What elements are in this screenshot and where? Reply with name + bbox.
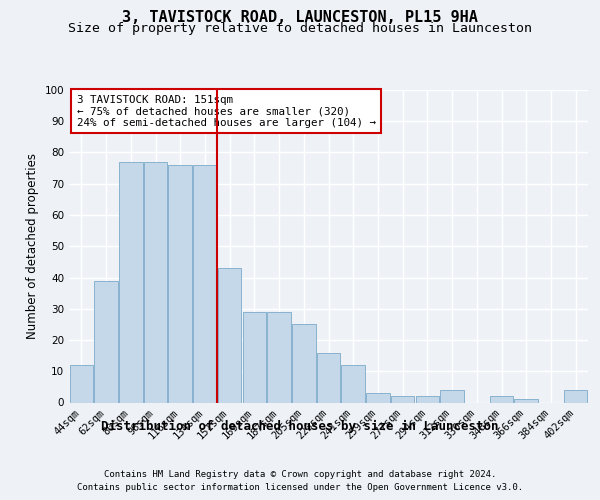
Text: 3 TAVISTOCK ROAD: 151sqm
← 75% of detached houses are smaller (320)
24% of semi-: 3 TAVISTOCK ROAD: 151sqm ← 75% of detach… (77, 94, 376, 128)
Bar (94, 280, 118, 402)
Bar (564, 390, 587, 402)
Text: Contains public sector information licensed under the Open Government Licence v3: Contains public sector information licen… (77, 483, 523, 492)
Bar (317, 352, 340, 403)
Bar (70, 365, 93, 403)
Bar (490, 396, 513, 402)
Bar (242, 312, 266, 402)
Bar (268, 312, 291, 402)
Bar (514, 400, 538, 402)
Bar (218, 268, 241, 402)
Y-axis label: Number of detached properties: Number of detached properties (26, 153, 39, 339)
Text: Size of property relative to detached houses in Launceston: Size of property relative to detached ho… (68, 22, 532, 35)
Bar (366, 393, 389, 402)
Text: 3, TAVISTOCK ROAD, LAUNCESTON, PL15 9HA: 3, TAVISTOCK ROAD, LAUNCESTON, PL15 9HA (122, 10, 478, 25)
Bar (144, 162, 167, 402)
Bar (440, 390, 464, 402)
Bar (119, 162, 143, 402)
Bar (391, 396, 415, 402)
Bar (292, 324, 316, 402)
Bar (416, 396, 439, 402)
Bar (341, 365, 365, 403)
Bar (169, 165, 192, 402)
Text: Contains HM Land Registry data © Crown copyright and database right 2024.: Contains HM Land Registry data © Crown c… (104, 470, 496, 479)
Text: Distribution of detached houses by size in Launceston: Distribution of detached houses by size … (101, 420, 499, 433)
Bar (193, 165, 217, 402)
